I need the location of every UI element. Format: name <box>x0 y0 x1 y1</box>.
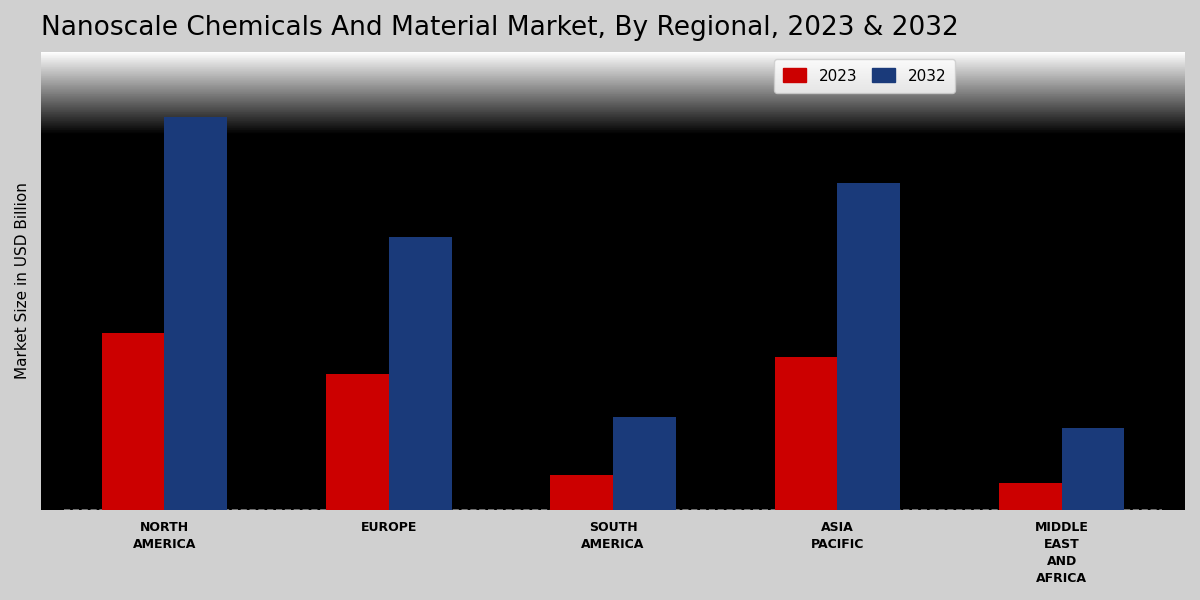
Bar <box>774 357 838 510</box>
Text: Nanoscale Chemicals And Material Market, By Regional, 2023 & 2032: Nanoscale Chemicals And Material Market,… <box>41 15 959 41</box>
Bar <box>613 417 676 510</box>
Bar <box>102 333 164 510</box>
Bar <box>551 475 613 510</box>
Bar <box>998 482 1062 510</box>
Y-axis label: Market Size in USD Billion: Market Size in USD Billion <box>14 182 30 379</box>
Bar <box>1062 428 1124 510</box>
Text: 16.2: 16.2 <box>79 315 114 329</box>
Bar <box>326 374 389 510</box>
Bar <box>838 182 900 510</box>
Bar <box>389 237 451 510</box>
Legend: 2023, 2032: 2023, 2032 <box>774 59 955 93</box>
Bar <box>164 117 227 510</box>
